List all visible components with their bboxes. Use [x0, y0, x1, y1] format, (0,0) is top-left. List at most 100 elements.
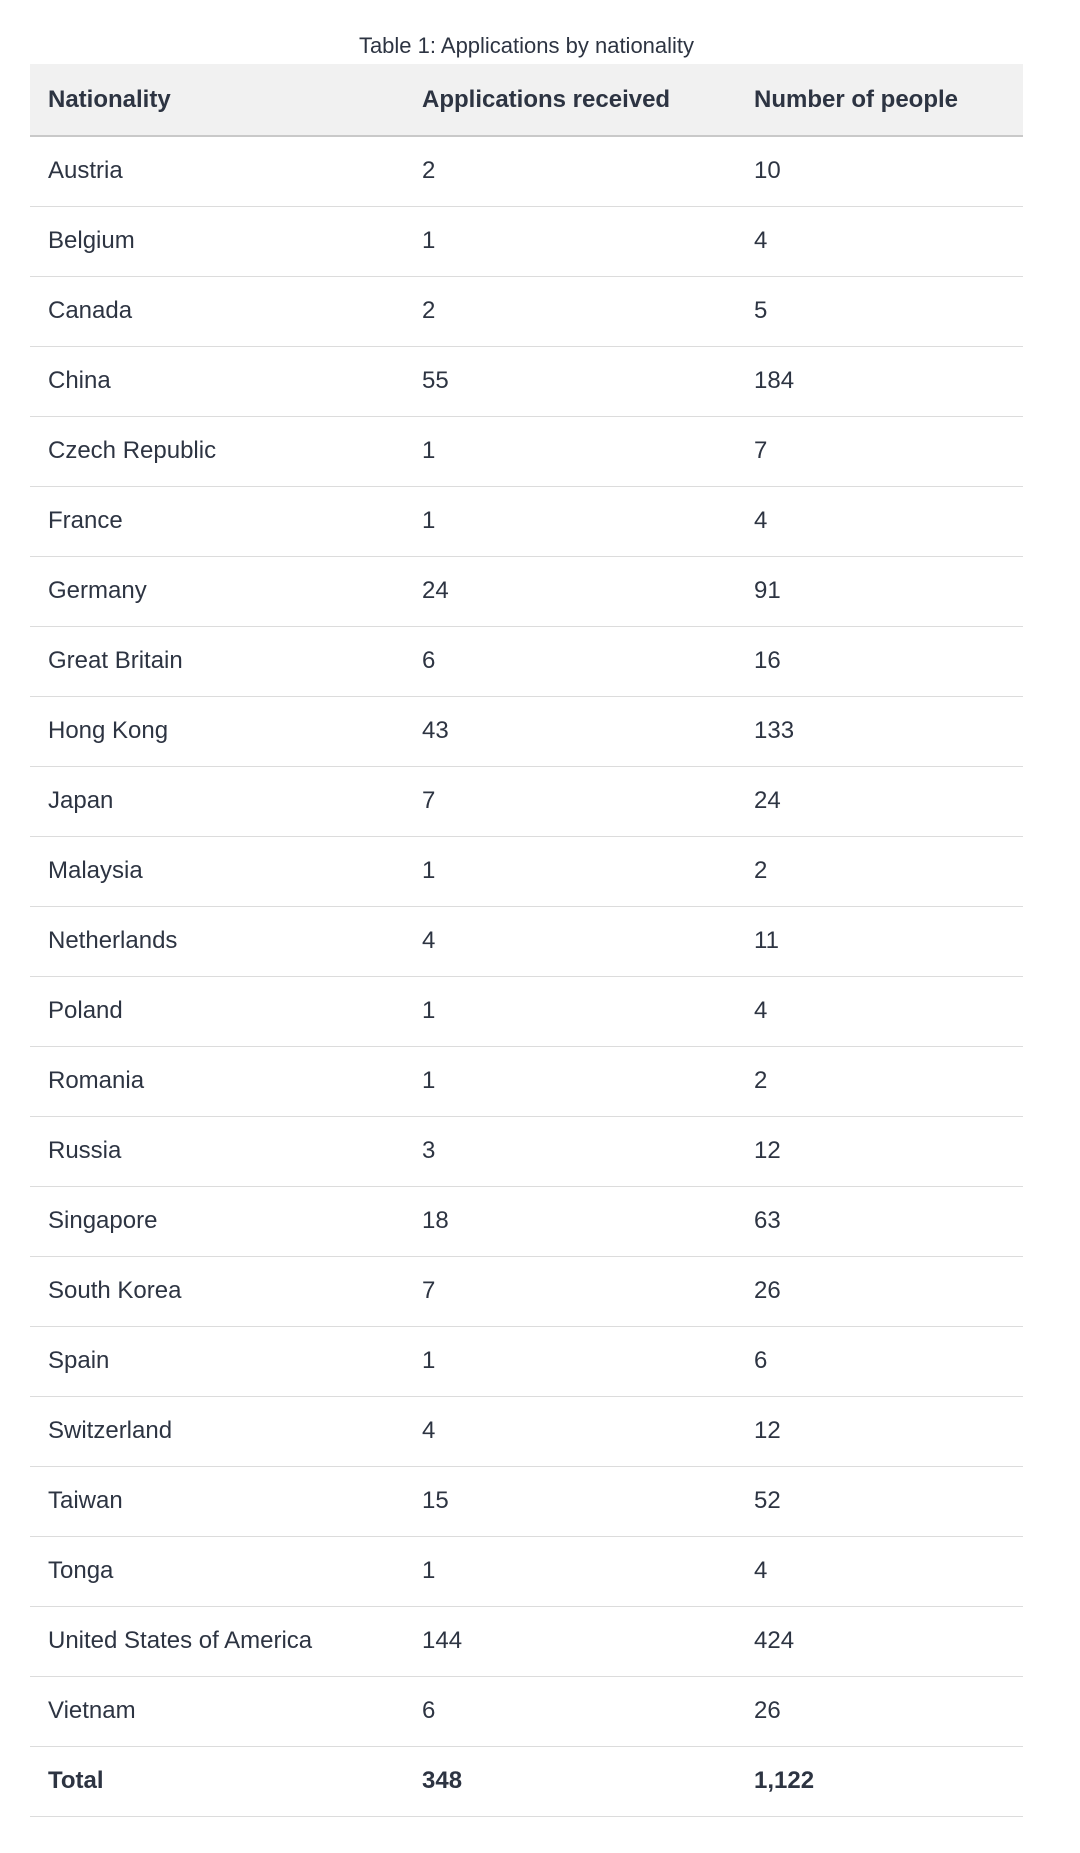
table-row: Spain 1 6: [30, 1326, 1023, 1397]
table-row: Canada 2 5: [30, 276, 1023, 347]
table-caption: Table 1: Applications by nationality: [358, 33, 695, 58]
cell-nationality: Switzerland: [30, 1396, 404, 1467]
cell-applications: 144: [404, 1606, 736, 1677]
table-body: Austria 2 10 Belgium 1 4 Canada 2 5 China 55 184 Cze…: [30, 136, 1023, 1817]
cell-applications: 55: [404, 346, 736, 417]
cell-people: 91: [736, 556, 1023, 627]
cell-people: 6: [736, 1326, 1023, 1397]
cell-people: 26: [736, 1256, 1023, 1327]
cell-people: 10: [736, 136, 1023, 207]
column-header-number-of-people: Number of people: [736, 64, 1023, 137]
cell-nationality: Tonga: [30, 1536, 404, 1607]
cell-people: 12: [736, 1116, 1023, 1187]
table-row: Poland 1 4: [30, 976, 1023, 1047]
cell-nationality: Great Britain: [30, 626, 404, 697]
column-header-applications-received: Applications received: [404, 64, 736, 137]
cell-people: 4: [736, 486, 1023, 557]
cell-nationality: United States of America: [30, 1606, 404, 1677]
cell-nationality: Hong Kong: [30, 696, 404, 767]
cell-applications: 7: [404, 766, 736, 837]
cell-nationality: Japan: [30, 766, 404, 837]
cell-people: 5: [736, 276, 1023, 347]
table-row: United States of America 144 424: [30, 1606, 1023, 1677]
cell-nationality: Belgium: [30, 206, 404, 277]
cell-applications: 3: [404, 1116, 736, 1187]
table-row: Czech Republic 1 7: [30, 416, 1023, 487]
cell-applications: 1: [404, 416, 736, 487]
cell-applications: 6: [404, 626, 736, 697]
cell-nationality: Germany: [30, 556, 404, 627]
cell-applications: 24: [404, 556, 736, 627]
cell-people: 52: [736, 1466, 1023, 1537]
cell-applications: 4: [404, 1396, 736, 1467]
table-row: Austria 2 10: [30, 136, 1023, 207]
cell-nationality: Netherlands: [30, 906, 404, 977]
table-row: Tonga 1 4: [30, 1536, 1023, 1607]
header-row: Nationality Applications received Number…: [30, 64, 1023, 137]
table-row: Japan 7 24: [30, 766, 1023, 837]
table-row: Belgium 1 4: [30, 206, 1023, 277]
cell-applications: 43: [404, 696, 736, 767]
cell-applications: 348: [404, 1746, 736, 1817]
cell-people: 133: [736, 696, 1023, 767]
cell-applications: 2: [404, 276, 736, 347]
cell-people: 7: [736, 416, 1023, 487]
cell-nationality: Austria: [30, 136, 404, 207]
cell-applications: 1: [404, 976, 736, 1047]
cell-people: 2: [736, 836, 1023, 907]
cell-applications: 7: [404, 1256, 736, 1327]
cell-people: 4: [736, 206, 1023, 277]
cell-people: 4: [736, 1536, 1023, 1607]
table-row: Malaysia 1 2: [30, 836, 1023, 907]
cell-nationality: Czech Republic: [30, 416, 404, 487]
cell-nationality: Spain: [30, 1326, 404, 1397]
table-row: Germany 24 91: [30, 556, 1023, 627]
cell-nationality: China: [30, 346, 404, 417]
column-header-nationality: Nationality: [30, 64, 404, 137]
table-row: Netherlands 4 11: [30, 906, 1023, 977]
cell-applications: 1: [404, 1536, 736, 1607]
cell-applications: 1: [404, 1326, 736, 1397]
cell-applications: 1: [404, 206, 736, 277]
cell-people: 11: [736, 906, 1023, 977]
cell-people: 424: [736, 1606, 1023, 1677]
cell-applications: 18: [404, 1186, 736, 1257]
table-row: Vietnam 6 26: [30, 1676, 1023, 1747]
table-row: Taiwan 15 52: [30, 1466, 1023, 1537]
cell-applications: 15: [404, 1466, 736, 1537]
cell-people: 2: [736, 1046, 1023, 1117]
cell-nationality: Russia: [30, 1116, 404, 1187]
cell-people: 12: [736, 1396, 1023, 1467]
cell-applications: 1: [404, 836, 736, 907]
cell-applications: 4: [404, 906, 736, 977]
cell-people: 4: [736, 976, 1023, 1047]
cell-people: 26: [736, 1676, 1023, 1747]
table-row: Hong Kong 43 133: [30, 696, 1023, 767]
total-row: Total 348 1,122: [30, 1746, 1023, 1817]
cell-nationality: Romania: [30, 1046, 404, 1117]
cell-applications: 2: [404, 136, 736, 207]
cell-nationality: France: [30, 486, 404, 557]
cell-people: 184: [736, 346, 1023, 417]
cell-nationality: Poland: [30, 976, 404, 1047]
table-row: Romania 1 2: [30, 1046, 1023, 1117]
cell-people: 1,122: [736, 1746, 1023, 1817]
table-row: South Korea 7 26: [30, 1256, 1023, 1327]
cell-people: 16: [736, 626, 1023, 697]
table-row: Great Britain 6 16: [30, 626, 1023, 697]
cell-applications: 1: [404, 486, 736, 557]
cell-nationality: Canada: [30, 276, 404, 347]
applications-by-nationality-table: Nationality Applications received Number…: [30, 64, 1023, 1817]
table-row: Switzerland 4 12: [30, 1396, 1023, 1467]
table-row: Russia 3 12: [30, 1116, 1023, 1187]
cell-nationality: Vietnam: [30, 1676, 404, 1747]
cell-nationality: Total: [30, 1746, 404, 1817]
cell-applications: 1: [404, 1046, 736, 1117]
cell-nationality: Malaysia: [30, 836, 404, 907]
table-row: France 1 4: [30, 486, 1023, 557]
cell-people: 63: [736, 1186, 1023, 1257]
cell-nationality: Singapore: [30, 1186, 404, 1257]
cell-nationality: Taiwan: [30, 1466, 404, 1537]
cell-people: 24: [736, 766, 1023, 837]
